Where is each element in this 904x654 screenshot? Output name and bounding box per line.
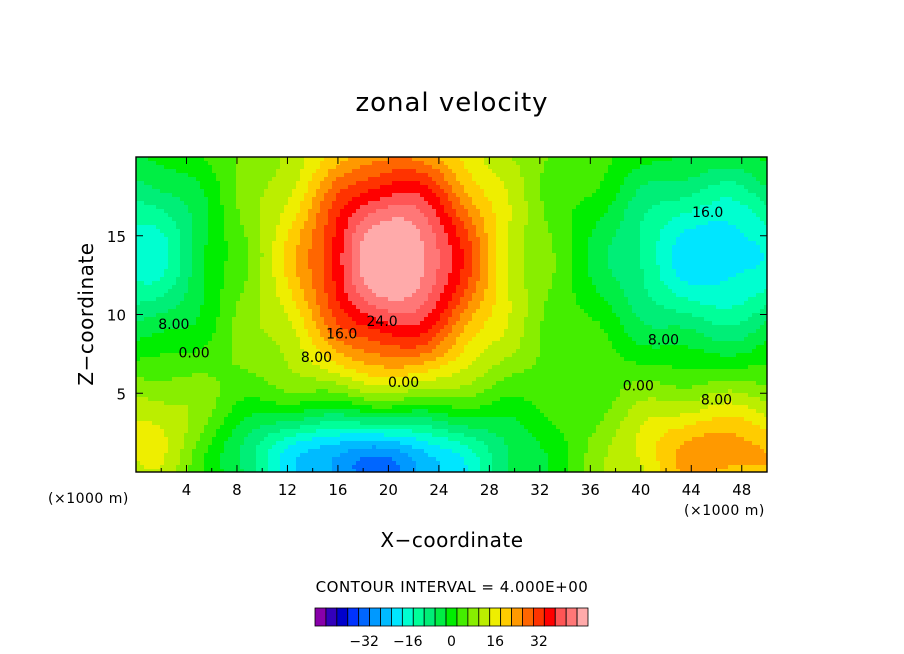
x-tick-label: 8 (232, 481, 242, 499)
x-tick-label: 44 (682, 481, 701, 499)
colorbar-swatch (511, 607, 523, 627)
colorbar-swatch (347, 607, 360, 627)
colorbar-tick-label: −16 (393, 634, 423, 650)
contour-fill (136, 157, 768, 473)
colorbar-swatch (391, 607, 403, 627)
contour-label: 16.0 (692, 205, 723, 221)
colorbar-swatch (565, 607, 578, 627)
colorbar-tick-label: −32 (349, 634, 379, 650)
x-tick-label: 40 (631, 481, 650, 499)
y-tick-label: 10 (107, 307, 126, 325)
colorbar-swatch (478, 607, 491, 627)
colorbar-swatch (543, 607, 556, 627)
colorbar-tick-label: 16 (486, 634, 504, 650)
x-tick-label: 4 (182, 481, 192, 499)
contour-interval-text: CONTOUR INTERVAL = 4.000E+00 (315, 578, 589, 596)
x-tick-label: 32 (530, 481, 549, 499)
contour-label: 0.00 (623, 378, 654, 394)
contour-label: 24.0 (367, 314, 398, 330)
contour-label: 8.00 (648, 333, 679, 349)
colorbar-swatch (358, 607, 370, 627)
colorbar-swatch (412, 607, 425, 627)
colorbar-swatch (434, 607, 447, 627)
colorbar-swatch (467, 607, 480, 627)
x-tick-label: 16 (328, 481, 347, 499)
contour-label: 0.00 (388, 375, 419, 391)
y-axis-unit: (×1000 m) (48, 491, 129, 507)
contour-label: 8.00 (158, 317, 189, 333)
x-tick-label: 20 (379, 481, 398, 499)
contour-label: 8.00 (301, 350, 332, 366)
colorbar-tick-label: 0 (447, 634, 456, 650)
colorbar-swatch (325, 607, 338, 627)
colorbar-swatch (423, 607, 436, 627)
colorbar-swatch (489, 607, 502, 627)
x-tick-label: 36 (581, 481, 600, 499)
colorbar-swatch (380, 607, 392, 627)
colorbar-swatch (445, 607, 458, 627)
x-tick-label: 48 (732, 481, 751, 499)
colorbar-swatch (336, 607, 349, 627)
colorbar-swatch (576, 607, 589, 627)
colorbar-swatch (401, 607, 414, 627)
y-tick-label: 15 (107, 228, 126, 246)
colorbar-swatch (369, 607, 381, 627)
y-axis-label: Z−coordinate (74, 242, 98, 386)
contour-label: 0.00 (178, 345, 209, 361)
x-axis-label: X−coordinate (380, 528, 524, 552)
colorbar-swatch (533, 607, 545, 627)
x-tick-label: 28 (480, 481, 499, 499)
x-axis-unit: (×1000 m) (684, 503, 765, 519)
colorbar-swatch (554, 607, 567, 627)
contour-label: 8.00 (701, 393, 732, 409)
colorbar-swatch (500, 607, 512, 627)
x-tick-label: 12 (278, 481, 297, 499)
x-tick-label: 24 (429, 481, 448, 499)
chart-title: zonal velocity (355, 88, 549, 118)
contour-label: 16.0 (326, 326, 357, 342)
colorbar-tick-label: 32 (530, 634, 548, 650)
colorbar-swatch (314, 607, 327, 627)
y-tick-label: 5 (116, 385, 126, 403)
colorbar-swatch (456, 607, 469, 627)
colorbar-swatch (522, 607, 534, 627)
